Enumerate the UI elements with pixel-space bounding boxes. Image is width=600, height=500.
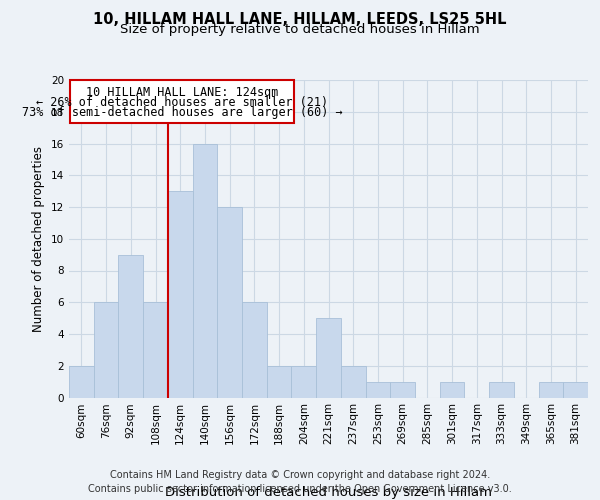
Bar <box>316 318 341 398</box>
Bar <box>94 302 118 398</box>
Bar <box>539 382 563 398</box>
Text: 73% of semi-detached houses are larger (60) →: 73% of semi-detached houses are larger (… <box>22 106 343 119</box>
Bar <box>69 366 94 398</box>
Bar <box>292 366 316 398</box>
Bar <box>440 382 464 398</box>
Text: 10 HILLAM HALL LANE: 124sqm: 10 HILLAM HALL LANE: 124sqm <box>86 86 278 99</box>
X-axis label: Distribution of detached houses by size in Hillam: Distribution of detached houses by size … <box>165 486 492 499</box>
Bar <box>267 366 292 398</box>
Text: Contains HM Land Registry data © Crown copyright and database right 2024.
Contai: Contains HM Land Registry data © Crown c… <box>88 470 512 494</box>
Text: ← 26% of detached houses are smaller (21): ← 26% of detached houses are smaller (21… <box>36 96 328 108</box>
Bar <box>217 207 242 398</box>
Bar <box>390 382 415 398</box>
Bar <box>365 382 390 398</box>
Text: 10, HILLAM HALL LANE, HILLAM, LEEDS, LS25 5HL: 10, HILLAM HALL LANE, HILLAM, LEEDS, LS2… <box>93 12 507 28</box>
Bar <box>118 254 143 398</box>
Bar <box>489 382 514 398</box>
Bar <box>193 144 217 398</box>
Bar <box>563 382 588 398</box>
Bar <box>341 366 365 398</box>
Bar <box>242 302 267 398</box>
Bar <box>168 191 193 398</box>
FancyBboxPatch shape <box>70 80 294 123</box>
Text: Size of property relative to detached houses in Hillam: Size of property relative to detached ho… <box>120 24 480 36</box>
Bar <box>143 302 168 398</box>
Y-axis label: Number of detached properties: Number of detached properties <box>32 146 46 332</box>
